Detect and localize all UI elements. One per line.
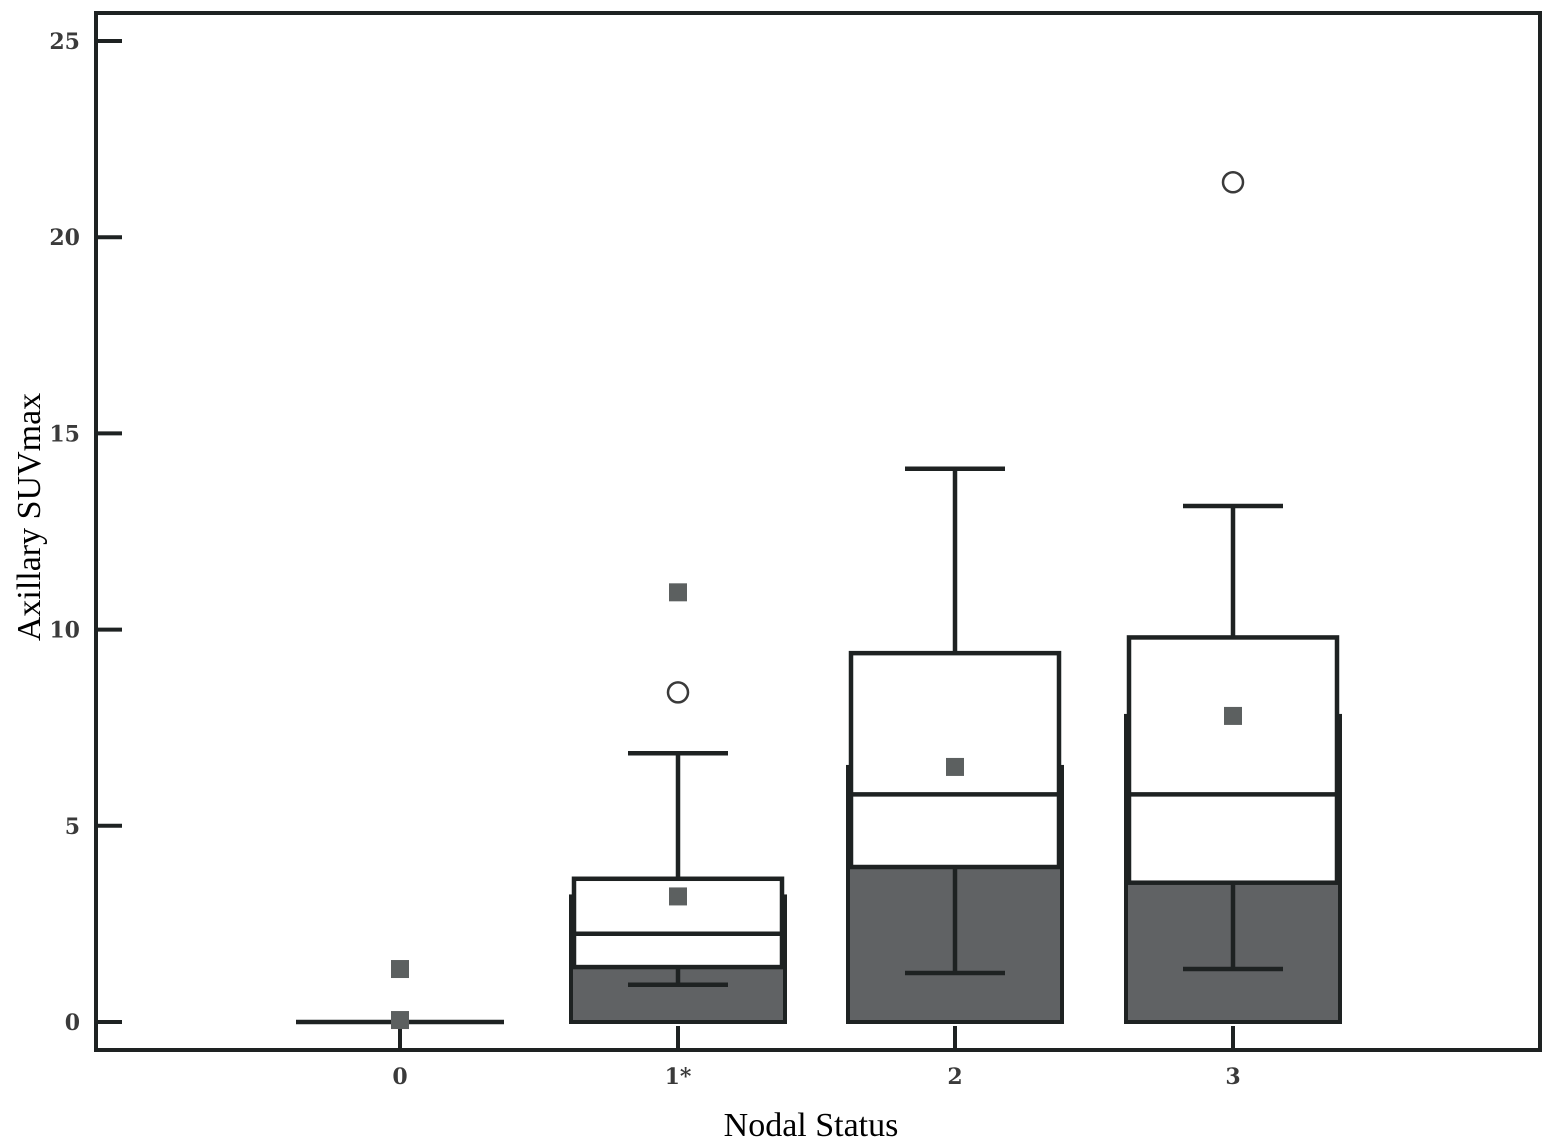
x-axis: 0 1* 2 3 <box>392 1026 1241 1090</box>
y-tick-label-5: 25 <box>49 29 80 55</box>
x-axis-title: Nodal Status <box>724 1107 899 1144</box>
box-group-0 <box>296 960 504 1030</box>
x-tick-label-3: 3 <box>1225 1064 1240 1090</box>
y-tick-label-3: 15 <box>49 421 80 447</box>
y-axis: 0 5 10 15 20 25 <box>49 29 122 1036</box>
y-tick-label-4: 20 <box>49 225 80 251</box>
outlier-3-0 <box>1221 171 1245 194</box>
y-axis-title: Axillary SUVmax <box>11 393 48 641</box>
box-group-3 <box>1126 171 1340 972</box>
mean-marker-2 <box>946 757 964 776</box>
box-group-2 <box>848 466 1062 976</box>
outlier-1-0 <box>666 681 690 704</box>
mean-marker-1 <box>669 887 687 906</box>
y-tick-label-1: 5 <box>65 814 80 840</box>
extreme-point-1-0 <box>669 583 687 602</box>
x-tick-label-2: 2 <box>947 1064 962 1090</box>
boxes-layer <box>296 171 1340 1030</box>
plot-frame <box>94 11 1542 1052</box>
box-group-1 <box>571 583 785 987</box>
mean-marker-3 <box>1224 706 1242 725</box>
extreme-point-0-0 <box>391 1011 409 1030</box>
x-tick-label-1: 1* <box>665 1064 692 1090</box>
y-tick-label-2: 10 <box>49 618 80 644</box>
x-tick-label-0: 0 <box>392 1064 407 1090</box>
mean-marker-0 <box>391 960 409 979</box>
y-tick-label-0: 0 <box>65 1010 80 1036</box>
iqr-box-3 <box>1126 635 1340 885</box>
